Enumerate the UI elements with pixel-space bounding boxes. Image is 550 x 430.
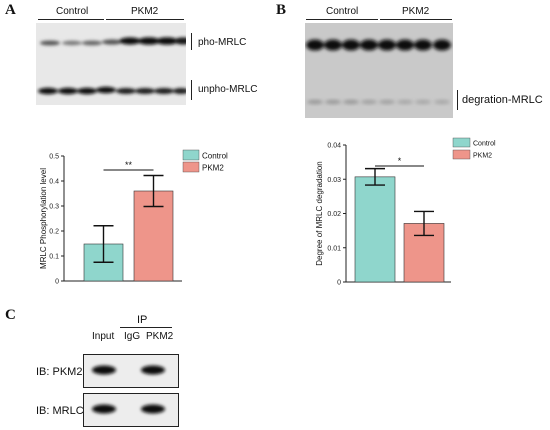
degration-mrlc-bands [307, 99, 450, 105]
lane-label-pkm2: PKM2 [146, 331, 174, 342]
panel-a-letter: A [5, 2, 16, 18]
unpho-mrlc-bands [38, 86, 186, 95]
panel-c-letter: C [5, 307, 16, 323]
chart-a-significance-mark: ** [125, 160, 133, 170]
control-group-label-a: Control [56, 6, 89, 17]
pkm2-group-line-a [106, 19, 184, 20]
unpho-mrlc-label: unpho-MRLC [198, 84, 258, 95]
chart-b-y-tick-label: 0.01 [327, 245, 341, 252]
ib-pkm2-label: IB: PKM2 [36, 366, 83, 378]
chart-b-legend-label-control: Control [473, 141, 496, 148]
chart-b-legend-label-pkm2: PKM2 [473, 153, 492, 160]
ip-line [120, 327, 172, 328]
mrlc-upper-bands [306, 39, 451, 51]
chart-a-legend-swatch-control [182, 149, 200, 161]
pho-mrlc-bands [40, 37, 186, 46]
ip-blot-mrlc [83, 393, 179, 427]
chart-b-legend-swatch-control [452, 137, 471, 148]
chart-b-bar-control [354, 176, 396, 283]
ip-label: IP [137, 314, 148, 326]
chart-a-y-tick-label: 0.3 [49, 204, 59, 211]
chart-a-legend-label-control: Control [202, 152, 228, 161]
western-blot-b [305, 23, 453, 118]
chart-degradation: 0 0.01 0.02 0.03 0.04 Degree of MRLC degradat… [315, 137, 496, 287]
lane-label-igg: IgG [124, 331, 141, 342]
degration-mrlc-label: degration-MRLC [462, 94, 543, 106]
chart-a-y-label: MRLC Phosphorylation level [39, 168, 48, 269]
chart-b-y-tick-label: 0 [337, 280, 341, 287]
chart-a-y-tick-label: 0.5 [49, 154, 59, 161]
degration-mrlc-bracket [457, 90, 458, 110]
chart-b-y-tick-label: 0.03 [327, 177, 341, 184]
chart-b-y-tick-label: 0.02 [327, 211, 341, 218]
chart-b-significance-mark: * [398, 156, 402, 166]
unpho-mrlc-bracket [191, 80, 192, 100]
pkm2-group-label-a: PKM2 [131, 6, 159, 17]
ib-mrlc-label: IB: MRLC [36, 405, 84, 417]
control-group-line-b [306, 19, 378, 20]
panel-b-letter: B [276, 2, 287, 18]
chart-b-legend-swatch-pkm2 [452, 149, 471, 160]
chart-b-y-label: Degree of MRLC degradation [315, 161, 324, 266]
pkm2-group-line-b [380, 19, 452, 20]
chart-a-y-tick-label: 0.2 [49, 229, 59, 236]
chart-a-y-tick-label: 0.4 [49, 179, 59, 186]
chart-a-y-tick-label: 0 [55, 279, 59, 286]
pho-mrlc-label: pho-MRLC [198, 37, 247, 48]
chart-a-legend-swatch-pkm2 [182, 161, 200, 173]
pkm2-group-label-b: PKM2 [402, 6, 430, 17]
control-group-label-b: Control [326, 6, 359, 17]
chart-a-legend-label-pkm2: PKM2 [202, 164, 224, 173]
chart-b-y-tick-label: 0.04 [327, 143, 341, 150]
chart-a-y-tick-label: 0.1 [49, 254, 59, 261]
pho-mrlc-bracket [191, 33, 192, 50]
control-group-line-a [38, 19, 104, 20]
ip-blot-pkm2 [83, 354, 179, 388]
lane-label-input: Input [92, 331, 115, 342]
western-blot-a [36, 23, 186, 105]
